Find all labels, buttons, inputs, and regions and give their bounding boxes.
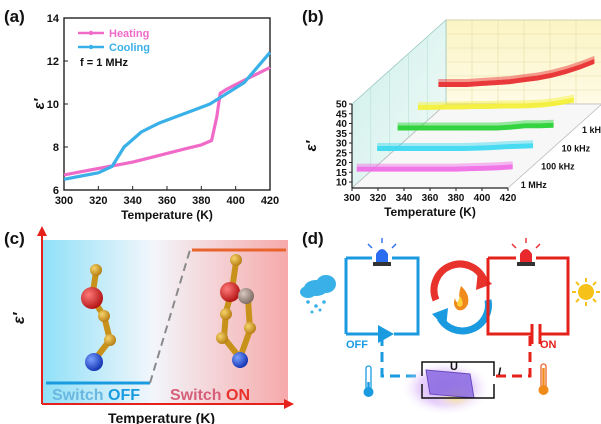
current-label: I (498, 366, 502, 378)
on-label: ON (540, 339, 557, 351)
panel-b-ytick-label: 50 (336, 100, 348, 111)
blue-lamp-icon (367, 238, 397, 266)
panel-c-transition-dash (149, 249, 191, 384)
panel-a-xtick-label: 300 (55, 195, 73, 207)
on-capacitor-icon (530, 324, 542, 344)
panel-b-xtick-label: 320 (370, 193, 387, 204)
panel-a-ytick-label: 14 (47, 13, 60, 25)
off-diode-icon (378, 325, 394, 343)
panel-b-ytick-label: 35 (336, 129, 348, 140)
legend-label-cooling: Cooling (109, 42, 150, 54)
panel-b-ribbon-top (438, 55, 595, 82)
legend-label-heating: Heating (109, 28, 149, 40)
cold-thermometer-icon (363, 365, 374, 397)
panel-b-xtick-label: 420 (500, 193, 517, 204)
panel-b-ztick-label: 1 MHz (521, 180, 548, 190)
panel-b-xtick-label: 300 (344, 193, 361, 204)
panel-b-ytick-label: 25 (336, 148, 348, 159)
panel-a-annotation: f = 1 MHz (80, 57, 128, 69)
panel-b-xtick-label: 360 (422, 193, 439, 204)
panel-b-xtick-label: 400 (474, 193, 491, 204)
panel-b-ytick-label: 45 (336, 109, 348, 120)
panel-b-ytick-label: 40 (336, 119, 348, 130)
off-label: OFF (346, 339, 368, 351)
panel-a-series-cooling (63, 51, 272, 181)
panel-b-xlabel: Temperature (K) (384, 205, 476, 219)
panel-a-xtick-label: 360 (158, 195, 176, 207)
panel-c: (c) ε′ Temperature (K) Switch OFF Switch… (4, 226, 294, 424)
cloud-icon (300, 275, 336, 314)
panel-b-ribbon-top (397, 119, 554, 126)
panel-a-plot: 300 320 340 360 380 400 420 6 8 10 12 14 Temperature… (31, 13, 279, 222)
panel-a-ytick-label: 12 (47, 56, 59, 68)
on-circuit (486, 256, 570, 336)
panel-a-xlabel: Temperature (K) (121, 208, 213, 222)
panel-a-ylabel: ε′ (31, 97, 48, 109)
panel-b-label: (b) (302, 7, 324, 26)
panel-b-ztick-label: 10 kHz (562, 143, 591, 153)
panel-b-xtick-label: 380 (448, 193, 465, 204)
panel-a-ytick-label: 6 (53, 185, 59, 197)
voltage-box (421, 361, 495, 399)
panel-a-ytick-label: 10 (47, 99, 59, 111)
panel-a-xtick-label: 340 (123, 195, 141, 207)
voltage-label: U (450, 361, 458, 373)
panel-c-ylabel: ε′ (11, 311, 28, 324)
panel-d: (d) OFF (300, 229, 600, 416)
panel-a-frame (63, 17, 271, 191)
sun-icon (572, 278, 600, 306)
panel-c-label: (c) (4, 229, 25, 248)
panel-b-ribbon-500-hz (438, 58, 595, 87)
crystal-sample-icon (425, 369, 475, 399)
red-lamp-icon (511, 238, 541, 266)
panel-c-xlabel: Temperature (K) (108, 410, 215, 424)
panel-b-ribbon-top (377, 140, 534, 146)
panel-c-y-arrow (37, 226, 47, 236)
panel-b-ytick-label: 10 (336, 178, 348, 189)
panel-b-ytick-label: 15 (336, 168, 348, 179)
panel-b-ribbon-10-khz (397, 122, 554, 131)
panel-b-ytick-label: 30 (336, 139, 348, 150)
panel-d-label: (d) (302, 229, 324, 248)
flame-icon (454, 286, 469, 311)
panel-b-ztick-label: 1 kHz (582, 125, 601, 135)
panel-b-ribbon-top (418, 94, 574, 105)
panel-b-ribbon-100-khz (377, 143, 534, 151)
switch-on-label: Switch ON (170, 387, 250, 404)
hot-thermometer-icon (538, 363, 549, 395)
off-circuit (344, 256, 420, 336)
panel-a-xtick-label: 420 (261, 195, 279, 207)
panel-a-xtick-label: 320 (89, 195, 107, 207)
molecule-off-model (81, 264, 116, 371)
panel-c-x-arrow (284, 399, 294, 409)
panel-b-ztick-label: 100 kHz (541, 162, 575, 172)
panel-a-xtick-label: 400 (226, 195, 244, 207)
panel-b-ylabel: ε′ (303, 139, 320, 151)
legend-marker-heating (88, 30, 94, 36)
panel-b-ytick-label: 20 (336, 158, 348, 169)
panel-b-ribbon-1-khz (418, 97, 574, 110)
panel-a-ytick-label: 8 (53, 142, 59, 154)
panel-b-ribbon-top (356, 161, 513, 167)
legend-marker-cooling (88, 44, 94, 50)
panel-a-series-heating (63, 66, 271, 177)
switch-off-label: Switch OFF (52, 387, 140, 404)
panel-a-label: (a) (4, 7, 25, 26)
panel-b-ribbon-1-mhz (356, 164, 513, 172)
panel-a: (a) 300 320 340 360 380 400 420 6 8 10 12 14 Tempera… (4, 7, 279, 222)
panel-a-xtick-label: 380 (192, 195, 210, 207)
panel-b-xtick-label: 340 (396, 193, 413, 204)
molecule-on-model (216, 254, 256, 368)
